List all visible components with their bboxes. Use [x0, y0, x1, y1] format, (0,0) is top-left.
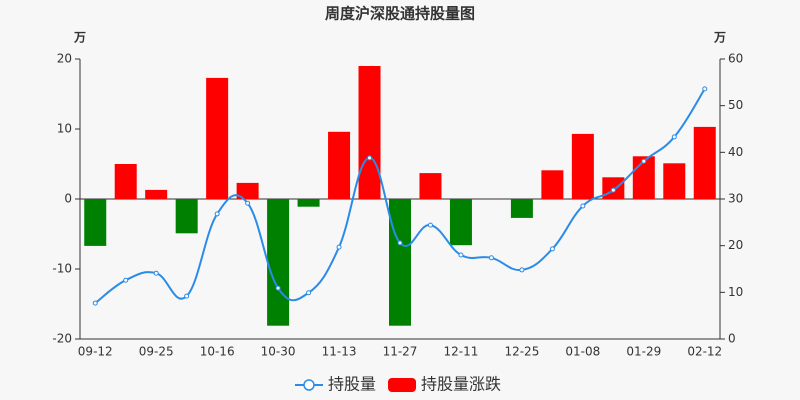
line-point	[702, 86, 708, 92]
bar	[84, 199, 107, 246]
bar	[571, 133, 594, 199]
line-point	[641, 158, 647, 164]
line-point	[519, 267, 525, 273]
x-tick-label: 01-08	[565, 345, 600, 359]
y-tick-label: 0	[64, 192, 72, 206]
legend-swatch	[388, 378, 417, 392]
line-point	[184, 293, 190, 299]
bar	[389, 199, 411, 326]
x-tick-label: 09-12	[78, 345, 113, 359]
bar	[419, 173, 442, 199]
bar	[267, 199, 290, 326]
bar	[693, 126, 716, 199]
x-tick-label: 12-11	[444, 345, 479, 359]
x-tick-label: 02-12	[687, 345, 722, 359]
chart-title: 周度沪深股通持股量图	[325, 5, 475, 23]
line-point	[488, 255, 494, 261]
x-tick-label: 10-16	[200, 345, 235, 359]
bar	[114, 164, 137, 199]
line-point	[306, 290, 312, 296]
x-tick-label: 12-25	[504, 345, 539, 359]
bar	[449, 199, 472, 246]
line-point	[610, 187, 616, 193]
bar	[541, 170, 564, 199]
line-point	[671, 134, 677, 140]
bar	[358, 66, 381, 199]
line-point	[336, 244, 342, 250]
x-tick-label: 11-27	[383, 345, 418, 359]
x-tick-label: 09-25	[139, 345, 174, 359]
bar	[206, 77, 229, 199]
bar	[297, 199, 320, 207]
line-point	[214, 211, 220, 217]
x-tick-label: 11-13	[322, 345, 357, 359]
line	[94, 88, 706, 304]
line-point	[153, 270, 159, 276]
bar	[236, 182, 259, 199]
y2-tick-label: 40	[728, 145, 743, 159]
legend-marker	[303, 379, 315, 391]
y-tick-label: -10	[52, 262, 72, 276]
bar	[510, 199, 533, 218]
y2-tick-label: 30	[728, 192, 743, 206]
bar	[663, 163, 686, 199]
line-point	[275, 285, 281, 291]
x-tick-label: 01-29	[626, 345, 661, 359]
x-tick-label: 10-30	[261, 345, 296, 359]
line-point	[458, 252, 464, 258]
line-point	[123, 277, 129, 283]
line-point	[245, 200, 251, 206]
legend-label: 持股量涨跌	[421, 375, 501, 394]
bar	[328, 131, 351, 199]
bar	[175, 199, 198, 234]
y-tick-label: -20	[52, 332, 72, 346]
y2-tick-label: 20	[728, 238, 743, 252]
y2-tick-label: 10	[728, 285, 743, 299]
line-point	[397, 240, 403, 246]
y-tick-label: 10	[57, 122, 72, 136]
line-point	[580, 203, 586, 209]
y2-tick-label: 60	[728, 52, 743, 66]
line-point	[92, 300, 98, 306]
line-point	[549, 246, 555, 252]
y-unit: 万	[73, 31, 86, 45]
line-point	[367, 155, 373, 161]
y2-tick-label: 50	[728, 98, 743, 112]
y-tick-label: 20	[57, 52, 72, 66]
y2-tick-label: 0	[728, 332, 736, 346]
line-point	[427, 222, 433, 228]
legend-label: 持股量	[328, 375, 376, 394]
bar	[145, 189, 168, 199]
y2-unit: 万	[713, 31, 726, 45]
